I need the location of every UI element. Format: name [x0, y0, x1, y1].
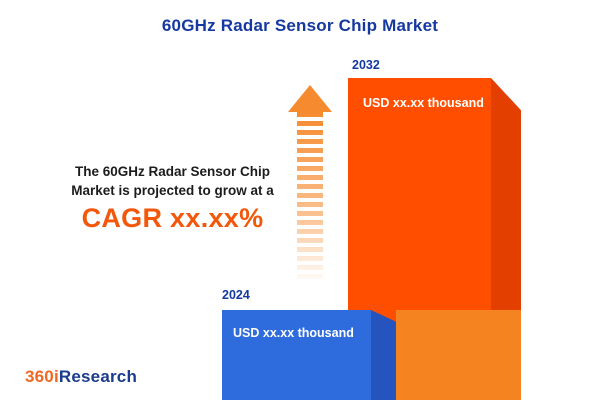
bar-2024-side-face: [371, 310, 396, 400]
year-label-2032: 2032: [352, 58, 380, 72]
year-label-2024: 2024: [222, 288, 250, 302]
value-label-2032: USD xx.xx thousand: [363, 96, 484, 110]
bar-2032-lower-shade: [396, 310, 521, 400]
description: The 60GHz Radar Sensor Chip Market is pr…: [35, 162, 310, 233]
growth-arrow-icon: [288, 85, 332, 292]
cagr-value: CAGR xx.xx%: [81, 203, 264, 233]
bar-2024: [222, 310, 371, 400]
value-label-2024: USD xx.xx thousand: [233, 326, 354, 340]
logo-suffix: Research: [58, 367, 138, 386]
page-title: 60GHz Radar Sensor Chip Market: [161, 16, 439, 35]
description-line-2: Market is projected to grow at a: [71, 183, 274, 198]
arrow-head-icon: [288, 85, 332, 112]
logo-prefix: 360i: [25, 367, 59, 386]
logo: 360iResearch: [25, 367, 137, 387]
arrow-dashed-tail-icon: [297, 112, 323, 292]
description-line-1: The 60GHz Radar Sensor Chip: [74, 164, 271, 179]
